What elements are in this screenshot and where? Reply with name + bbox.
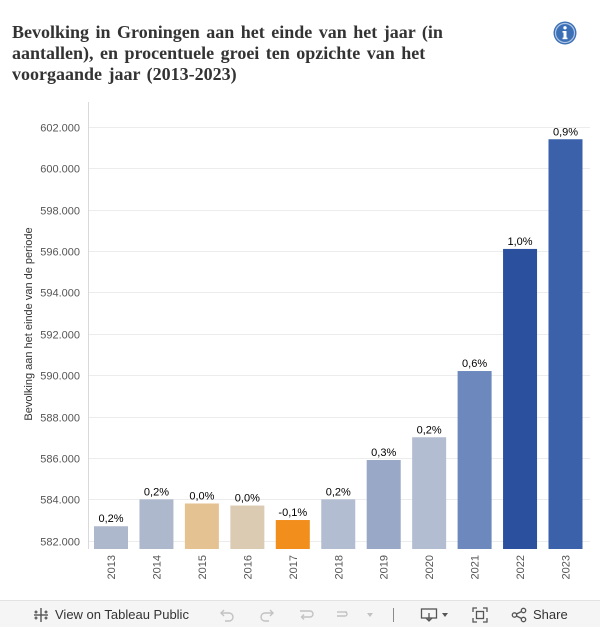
bar-2021[interactable] <box>457 371 492 549</box>
data-label-2017: -0,1% <box>278 507 307 519</box>
share-icon <box>511 607 527 622</box>
undo-icon <box>220 609 234 622</box>
tableau-logo-icon <box>34 607 48 622</box>
caret-down-icon <box>442 612 448 617</box>
redo-icon <box>260 609 274 622</box>
chevron-down-icon <box>337 610 348 617</box>
data-label-2021: 0,6% <box>462 358 487 370</box>
data-label-2022: 1,0% <box>508 236 533 248</box>
revert-icon <box>300 609 314 620</box>
view-on-tableau-label: View on Tableau Public <box>55 607 189 622</box>
revert-button[interactable] <box>297 601 315 628</box>
info-icon[interactable] <box>553 21 577 45</box>
tableau-toolbar: View on Tableau Public <box>0 600 600 627</box>
bar-2014[interactable] <box>139 499 174 549</box>
data-label-2020: 0,2% <box>417 424 442 436</box>
y-tick-label: 596.000 <box>40 247 80 259</box>
bar-2019[interactable] <box>366 460 401 549</box>
view-on-tableau-button[interactable]: View on Tableau Public <box>33 601 189 628</box>
bar-2015[interactable] <box>184 503 219 549</box>
y-tick-label: 586.000 <box>40 454 80 466</box>
bar-2018[interactable] <box>321 499 356 549</box>
caret-down-icon <box>367 612 373 617</box>
x-tick-label-2019: 2019 <box>379 555 391 579</box>
toolbar-divider <box>393 601 394 628</box>
data-labels: 0,2% 0,2% 0,0% 0,0% -0,1% 0,2% 0,3% 0,2% 0,6% 1,0… <box>98 126 578 525</box>
undo-button[interactable] <box>219 601 235 628</box>
x-tick-label-2017: 2017 <box>288 555 300 579</box>
redo-button[interactable] <box>259 601 275 628</box>
data-label-2013: 0,2% <box>98 513 123 525</box>
bars <box>94 139 583 550</box>
download-icon <box>420 607 438 622</box>
download-button[interactable] <box>420 601 450 628</box>
bar-2017[interactable] <box>275 520 310 549</box>
y-tick-label: 592.000 <box>40 330 80 342</box>
pause-dropdown[interactable] <box>335 601 375 628</box>
x-tick-label-2021: 2021 <box>470 555 482 579</box>
x-tick-label-2015: 2015 <box>197 555 209 579</box>
y-tick-label: 588.000 <box>40 413 80 425</box>
x-tick-label-2020: 2020 <box>424 555 436 579</box>
data-label-2023: 0,9% <box>553 126 578 138</box>
data-label-2019: 0,3% <box>371 447 396 459</box>
data-label-2014: 0,2% <box>144 486 169 498</box>
bar-2023[interactable] <box>548 139 583 549</box>
fullscreen-icon <box>472 606 488 623</box>
y-tick-label: 602.000 <box>40 123 80 135</box>
y-tick-label: 600.000 <box>40 164 80 176</box>
x-tick-labels: 2013 2014 2015 2016 2017 2018 2019 2020 2021 2022… <box>106 555 573 579</box>
y-axis-label: Bevolking aan het einde van de periode <box>23 227 35 420</box>
share-label: Share <box>533 607 568 622</box>
bar-2013[interactable] <box>94 526 128 549</box>
fullscreen-button[interactable] <box>472 601 488 628</box>
y-tick-label: 590.000 <box>40 371 80 383</box>
x-tick-label-2022: 2022 <box>515 555 527 579</box>
x-tick-label-2016: 2016 <box>242 555 254 579</box>
y-tick-label: 594.000 <box>40 288 80 300</box>
bar-2016[interactable] <box>230 505 265 549</box>
y-tick-label: 584.000 <box>40 495 80 507</box>
y-tick-labels: 582.000 584.000 586.000 588.000 590.000 592.0… <box>40 123 80 549</box>
bar-2022[interactable] <box>503 248 538 550</box>
bar-2020[interactable] <box>412 437 447 549</box>
y-tick-label: 598.000 <box>40 206 80 218</box>
share-button[interactable]: Share <box>511 601 568 628</box>
chart-title: Bevolking in Groningen aan het einde van… <box>12 22 443 84</box>
x-tick-label-2013: 2013 <box>106 555 118 579</box>
data-label-2016: 0,0% <box>235 493 260 505</box>
bar-chart: 582.000 584.000 586.000 588.000 590.000 592.0… <box>23 102 590 579</box>
y-tick-label: 582.000 <box>40 537 80 549</box>
data-label-2015: 0,0% <box>189 490 214 502</box>
x-tick-label-2018: 2018 <box>333 555 345 579</box>
x-tick-label-2014: 2014 <box>151 555 163 579</box>
x-tick-label-2023: 2023 <box>561 555 573 579</box>
data-label-2018: 0,2% <box>326 486 351 498</box>
